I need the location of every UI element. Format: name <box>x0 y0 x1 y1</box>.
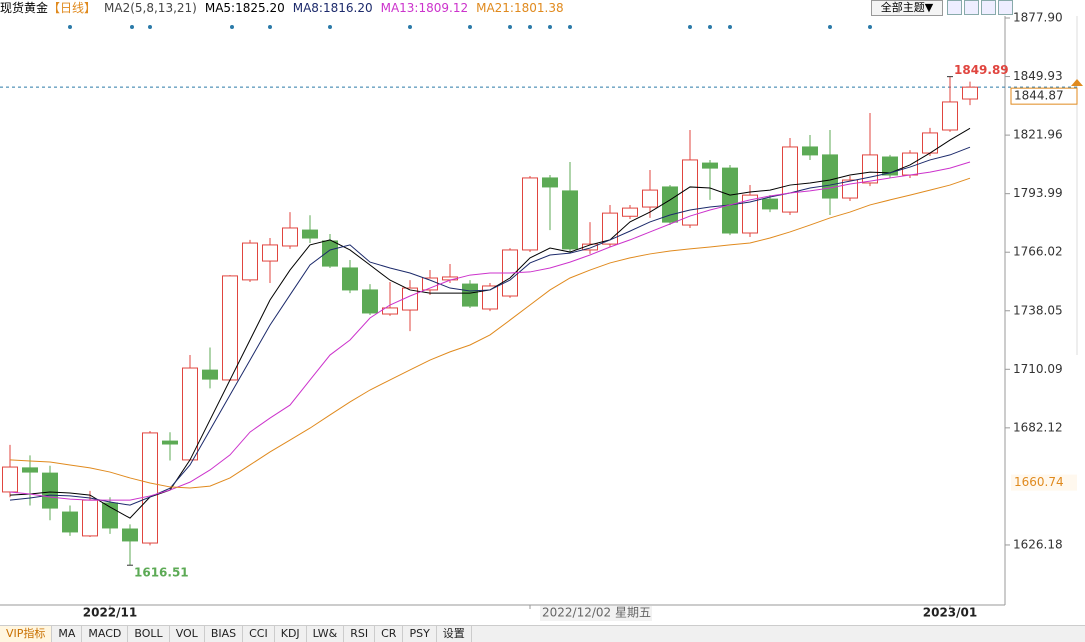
candle-body <box>942 101 958 131</box>
candle-body <box>142 432 158 544</box>
y-tick-label: 1738.05 <box>1013 303 1063 317</box>
ma-line <box>9 161 971 501</box>
tool-icon[interactable] <box>947 0 962 15</box>
indicator-tab[interactable]: VIP指标 <box>0 626 53 642</box>
candle-body <box>762 198 778 210</box>
event-dots <box>68 25 872 29</box>
y-tick-label: 1710.09 <box>1013 362 1063 376</box>
candle-body <box>822 154 838 199</box>
y-tick-label: 1626.18 <box>1013 537 1063 551</box>
indicator-tab[interactable]: BOLL <box>128 626 170 642</box>
candle-body <box>422 277 438 291</box>
side-arrow <box>1071 79 1083 86</box>
tool-icon[interactable] <box>998 0 1013 15</box>
candle-body <box>382 307 398 315</box>
candle-body <box>202 369 218 380</box>
candle-body <box>342 267 358 291</box>
legend: 现货黄金【日线】 MA2(5,8,13,21) MA5:1825.20 MA8:181… <box>0 0 580 16</box>
instrument: 现货黄金 <box>0 1 49 15</box>
candle-body <box>542 177 558 188</box>
indicator-tab[interactable]: BIAS <box>205 626 244 642</box>
candle-body <box>862 154 878 184</box>
candle-body <box>582 243 598 251</box>
candle-body <box>122 528 138 542</box>
indicator: MA2(5,8,13,21) <box>104 1 197 15</box>
candle-body <box>462 283 478 307</box>
candle-body <box>782 146 798 213</box>
candle-body <box>702 162 718 169</box>
last-price-box <box>1010 87 1078 105</box>
candle-body <box>722 167 738 234</box>
y-tick-label: 1849.93 <box>1013 69 1063 83</box>
low-label: 1616.51 <box>134 566 189 580</box>
last-price-label: 1844.87 <box>1014 89 1064 103</box>
toolbar <box>947 0 1015 19</box>
x-tick-label: 2022/11 <box>83 606 137 620</box>
candle-body <box>362 289 378 314</box>
crosshair-label-bg <box>540 606 652 621</box>
x-tick-label: 2023/01 <box>923 606 977 620</box>
candle-body <box>802 146 818 156</box>
ma-line <box>9 177 971 489</box>
high-label: 1849.89 <box>954 63 1009 77</box>
candle-body <box>222 275 238 381</box>
candle-body <box>522 177 538 251</box>
indicator-tab[interactable]: LW& <box>307 626 345 642</box>
candle-body <box>402 287 418 311</box>
candle-body <box>842 179 858 199</box>
candle-body <box>322 240 338 267</box>
candle-body <box>162 440 178 445</box>
indicator-tab[interactable]: PSY <box>403 626 437 642</box>
indicator-tab[interactable]: MACD <box>82 626 129 642</box>
candle-body <box>82 499 98 537</box>
legend-entry: MA21:1801.38 <box>476 1 564 15</box>
tool-icon[interactable] <box>964 0 979 15</box>
candle-body <box>282 227 298 247</box>
indicator-tab[interactable]: CR <box>375 626 404 642</box>
candle-body <box>682 159 698 226</box>
indicator-tab[interactable]: 设置 <box>437 626 472 642</box>
y-tick-label: 1821.96 <box>1013 128 1063 142</box>
legend-entry: MA8:1816.20 <box>292 1 373 15</box>
marker-price-box <box>1011 474 1077 491</box>
y-tick-label: 1766.02 <box>1013 245 1063 259</box>
candle-body <box>622 207 638 217</box>
theme-button[interactable]: 全部主题▼ <box>871 0 943 16</box>
candle-body <box>262 244 278 262</box>
legend-entry: MA5:1825.20 <box>204 1 285 15</box>
indicator-tab[interactable]: VOL <box>170 626 205 642</box>
candle-body <box>482 285 498 310</box>
x-tick-label: 2022/12/02 星期五 <box>542 606 651 620</box>
y-tick-label: 1793.99 <box>1013 186 1063 200</box>
candle-body <box>902 152 918 176</box>
candle-body <box>182 367 198 461</box>
indicator-tab[interactable]: MA <box>52 626 83 642</box>
indicator-tab[interactable]: CCI <box>243 626 275 642</box>
candle-body <box>302 229 318 239</box>
tool-icon[interactable] <box>981 0 996 15</box>
candle-body <box>642 189 658 208</box>
marker-price-label: 1660.74 <box>1014 475 1064 489</box>
legend-entry: MA13:1809.12 <box>380 1 469 15</box>
candle-body <box>882 156 898 176</box>
candle-body <box>2 466 18 493</box>
y-tick-label: 1682.12 <box>1013 420 1063 434</box>
candle-body <box>62 511 78 533</box>
y-tick-label: 1877.90 <box>1013 11 1063 25</box>
candle-body <box>962 86 978 100</box>
candle-body <box>562 190 578 250</box>
candle-body <box>742 194 758 234</box>
indicator-tab[interactable]: RSI <box>344 626 376 642</box>
legend-items: MA5:1825.20 MA8:1816.20 MA13:1809.12 MA21:1… <box>205 1 572 15</box>
candle-body <box>42 472 58 509</box>
period: 【日线】 <box>48 1 97 15</box>
indicator-tab[interactable]: KDJ <box>275 626 307 642</box>
ma-line <box>9 146 971 506</box>
candle-body <box>22 467 38 473</box>
indicator-tabs: VIP指标 MA MACD BOLL VOL BIAS CCI KDJ LW& RSI CR PSY 设… <box>0 625 1085 642</box>
candle-body <box>242 242 258 281</box>
